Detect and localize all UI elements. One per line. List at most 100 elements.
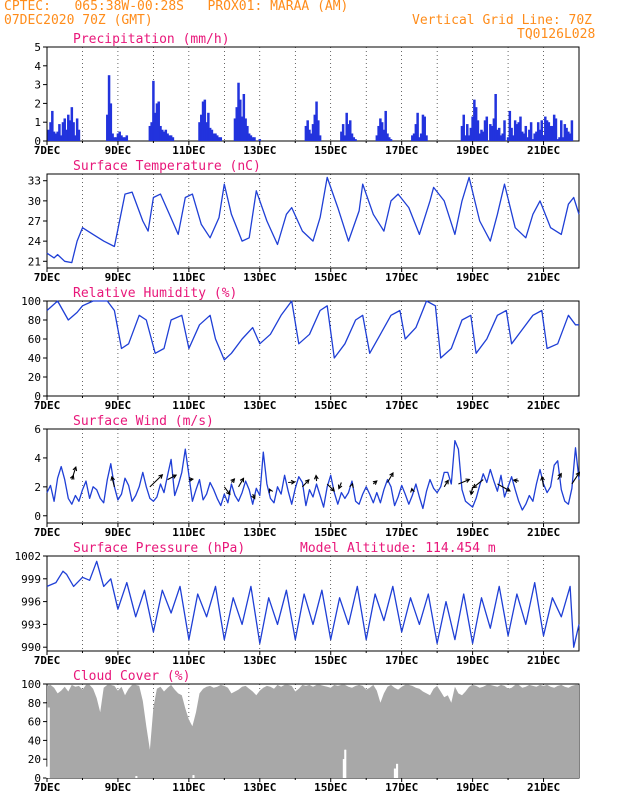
temp-xtick-label: 11DEC — [172, 271, 205, 284]
temp-ytick-label: 27 — [28, 215, 41, 228]
wind-arrow-head — [239, 477, 245, 483]
precip-bar — [308, 129, 311, 141]
rh-ytick-label: 60 — [28, 333, 41, 346]
temp-frame — [46, 173, 580, 269]
precip-bar — [65, 129, 68, 141]
temp-xtick-label: 7DEC — [34, 271, 61, 284]
precip-bar — [524, 125, 528, 141]
precip-bar — [529, 122, 533, 141]
precip-bar — [168, 135, 171, 141]
precip-xtick-label: 11DEC — [172, 144, 205, 157]
precip-bar — [247, 133, 251, 141]
press-line — [46, 560, 580, 648]
precip-bar — [210, 129, 214, 141]
precip-bar — [531, 139, 535, 141]
precip-xtick-label: 17DEC — [385, 144, 418, 157]
wind-arrow-head — [389, 472, 394, 478]
header-line-2-left: 07DEC2020 70Z (GMT) — [4, 13, 153, 28]
precip-bar — [235, 107, 238, 141]
precip-bar — [563, 124, 567, 141]
precip-bar — [75, 118, 79, 141]
precip-bar — [212, 133, 215, 141]
precip-bar — [47, 129, 51, 141]
precip-bar — [153, 112, 157, 141]
precip-bar — [217, 137, 221, 141]
rh-line — [46, 300, 579, 361]
precip-bar — [343, 135, 347, 141]
precip-bar — [63, 118, 66, 141]
wind-arrow — [458, 478, 470, 485]
precip-bar — [492, 118, 496, 141]
precip-bar — [522, 133, 526, 141]
rh-panel: 0 20 40 60 80 100 7DEC 9DEC 11DEC 13DEC 15DEC 17DEC… — [21, 286, 580, 412]
cloud-ytick-label: 60 — [28, 716, 41, 729]
precip-bar — [533, 133, 536, 141]
press-xtick-label: 7DEC — [34, 654, 61, 667]
precip-bar — [107, 75, 111, 141]
press-xtick-label: 9DEC — [105, 654, 132, 667]
wind-arrow-head — [372, 480, 378, 485]
precip-bar — [166, 133, 169, 141]
wind-arrow — [571, 472, 580, 485]
precip-bar — [460, 125, 464, 141]
cloud-xtick-label: 17DEC — [385, 781, 418, 794]
rh-xtick-label: 7DEC — [34, 399, 61, 412]
precip-bar — [540, 120, 544, 141]
precip-bar — [214, 133, 217, 141]
precip-bar — [242, 94, 246, 141]
precip-bar — [340, 131, 343, 141]
wind-arrow-head — [540, 475, 545, 481]
precip-bar — [512, 135, 515, 141]
cloud-ytick-label: 0 — [34, 772, 41, 785]
wind-arrow — [326, 483, 335, 492]
rh-xtick-label: 19DEC — [456, 399, 489, 412]
precip-bar — [476, 120, 480, 141]
wind-xtick-label: 11DEC — [172, 526, 205, 539]
header-line-2-right: Vertical Grid Line: 70Z — [412, 13, 593, 28]
wind-xtick-label: 19DEC — [456, 526, 489, 539]
precip-bar — [418, 137, 421, 141]
precip-bar — [215, 135, 219, 141]
precip-bar — [419, 133, 423, 141]
wind-arrow — [443, 480, 449, 488]
wind-arrow-head — [410, 487, 415, 493]
temp-xtick-label: 15DEC — [314, 271, 347, 284]
precip-bar — [467, 135, 471, 141]
temp-xtick-label: 21DEC — [527, 271, 560, 284]
wind-ytick-label: 2 — [34, 481, 41, 494]
precip-bar — [157, 101, 160, 141]
cloud-xtick-label: 19DEC — [456, 781, 489, 794]
precip-bar — [568, 133, 572, 141]
wind-arrow-head — [188, 477, 195, 482]
precip-bar — [72, 122, 75, 141]
precip-bar — [258, 139, 262, 141]
wind-arrow — [497, 483, 511, 492]
wind-arrow — [301, 479, 310, 488]
precip-bar — [513, 120, 517, 141]
precip-bar — [347, 124, 350, 141]
precip-bar — [425, 135, 428, 141]
precip-bar — [116, 133, 120, 141]
precip-bar — [237, 82, 240, 141]
wind-arrow-head — [69, 474, 75, 480]
precip-bar — [311, 124, 315, 141]
cloud-xtick-label: 21DEC — [527, 781, 560, 794]
precip-bar — [70, 107, 74, 141]
precip-bar — [565, 127, 568, 141]
precip-bar — [416, 112, 419, 141]
precip-bar — [148, 125, 152, 141]
wind-xtick-label: 17DEC — [385, 526, 418, 539]
precip-bar — [561, 137, 565, 141]
press-ytick-label: 990 — [21, 641, 41, 654]
precip-bar — [120, 135, 123, 141]
precip-bar — [538, 129, 542, 141]
precip-bar — [318, 135, 322, 141]
precip-bar — [377, 125, 380, 141]
precip-bar — [570, 120, 574, 141]
precip-bar — [551, 125, 554, 141]
rh-ytick-label: 80 — [28, 314, 41, 327]
wind-arrow-head — [575, 471, 581, 477]
wind-arrow-head — [172, 474, 178, 479]
cloud-ytick-label: 100 — [21, 678, 41, 691]
wind-arrow-head — [557, 472, 562, 478]
